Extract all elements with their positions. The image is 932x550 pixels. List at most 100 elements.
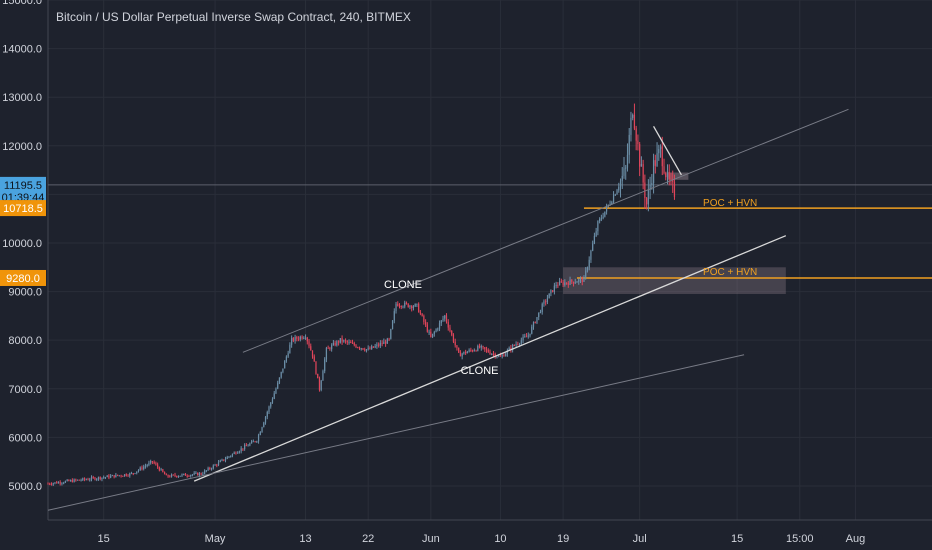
candle-body (63, 482, 65, 484)
candle-body (623, 168, 625, 176)
candle-body (447, 321, 449, 328)
candle-body (362, 348, 364, 350)
candle-body (101, 477, 103, 480)
y-tick-label: 12000.0 (2, 141, 42, 153)
candle-body (216, 464, 218, 466)
candle-body (402, 306, 404, 308)
candle-body (654, 160, 656, 166)
candle-body (442, 318, 444, 321)
candle-body (334, 342, 336, 346)
candle-body (625, 167, 627, 169)
candle-body (144, 465, 147, 467)
candle-body (197, 472, 199, 476)
candle-body (80, 480, 82, 482)
candle-body (113, 475, 115, 478)
candle-body (527, 335, 529, 337)
candle-body (419, 312, 422, 314)
candle-body (583, 276, 585, 282)
candle-body (226, 457, 228, 460)
candle-body (633, 114, 636, 129)
candle-body (604, 211, 606, 217)
candle-body (146, 464, 148, 466)
candle-body (245, 445, 247, 447)
candle-body (275, 388, 277, 394)
candle-body (668, 171, 670, 179)
candle-body (494, 353, 496, 357)
candle-body (428, 331, 430, 333)
candle-body (541, 303, 543, 313)
candle-body (560, 281, 562, 283)
candle-body (602, 216, 604, 219)
candle-body (651, 182, 653, 186)
candle-body (264, 416, 267, 423)
candle-body (416, 303, 418, 305)
poc-label-upper: POC + HVN (703, 198, 757, 209)
candle-body (492, 353, 495, 355)
candle-body (52, 483, 54, 485)
candle-body (404, 302, 406, 307)
candle-body (325, 347, 328, 360)
candle-body (344, 340, 347, 342)
candle-body (116, 474, 119, 476)
candle-body (336, 341, 338, 346)
candle-body (176, 475, 178, 477)
candle-body (663, 166, 665, 174)
candle-body (210, 468, 213, 470)
candle-body (522, 336, 524, 341)
candle-body (646, 198, 648, 205)
candle-body (378, 344, 380, 346)
candle-body (418, 303, 420, 313)
candle-body (480, 346, 482, 348)
candle-body (284, 361, 286, 369)
candle-body (331, 345, 333, 350)
candle-body (191, 474, 194, 476)
candle-body (162, 469, 164, 473)
candle-body (384, 341, 387, 344)
candle-body (287, 353, 289, 357)
candle-body (545, 301, 547, 303)
x-tick-label: Aug (846, 533, 866, 545)
candle-body (139, 467, 141, 470)
candle-body (414, 304, 416, 307)
candle-body (183, 473, 185, 475)
candle-body (425, 321, 427, 325)
candle-body (299, 336, 301, 340)
candle-body (619, 180, 622, 187)
candle-body (498, 355, 500, 357)
candle-body (311, 350, 314, 357)
x-tick-label: 10 (494, 533, 506, 545)
hvn-zone-lower (563, 267, 786, 295)
candle-body (158, 467, 160, 471)
candle-body (111, 475, 113, 477)
x-tick-label: Jul (633, 533, 647, 545)
candle-body (130, 473, 133, 475)
candle-body (658, 149, 660, 154)
candle-body (322, 371, 324, 381)
candle-body (230, 455, 232, 457)
candle-body (271, 398, 274, 403)
candle-body (550, 290, 552, 294)
candle-body (515, 344, 517, 346)
candle-body (426, 324, 428, 332)
candle-body (390, 329, 392, 339)
candle-body (628, 134, 630, 155)
candle-body (285, 356, 288, 362)
candle-body (122, 475, 124, 477)
candle-body (672, 178, 674, 182)
candle-body (670, 178, 672, 180)
candle-body (179, 475, 181, 477)
candle-body (564, 282, 566, 285)
candle-body (597, 221, 599, 232)
candle-body (355, 345, 357, 348)
candle-body (76, 479, 79, 481)
candle-body (163, 472, 166, 475)
candle-body (510, 347, 512, 350)
candle-body (169, 476, 171, 478)
candle-body (465, 351, 467, 354)
candle-body (372, 346, 375, 348)
candle-body (49, 483, 51, 485)
candle-body (56, 482, 58, 484)
candle-body (456, 345, 458, 348)
